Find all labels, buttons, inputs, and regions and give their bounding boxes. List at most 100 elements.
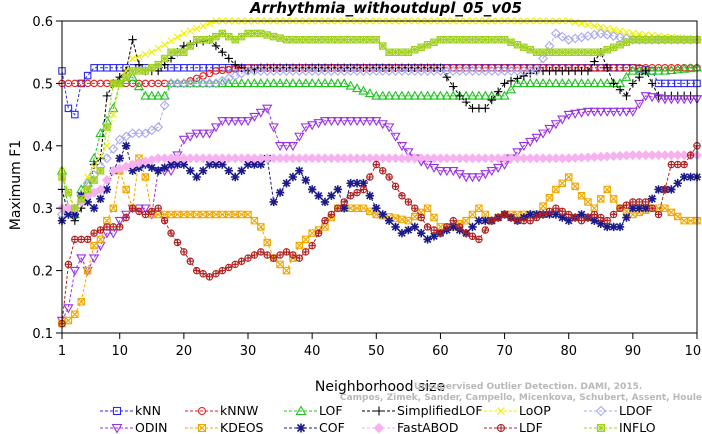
data-point	[366, 35, 374, 44]
data-point	[128, 67, 137, 75]
data-point	[499, 153, 510, 164]
data-point	[661, 35, 669, 44]
data-point	[462, 216, 470, 225]
data-point	[475, 204, 483, 212]
data-point	[499, 90, 510, 100]
data-point	[602, 107, 613, 117]
data-point	[674, 212, 682, 221]
data-point	[493, 163, 504, 173]
data-point	[493, 87, 503, 96]
data-point	[544, 153, 555, 164]
data-point	[167, 229, 175, 237]
data-point	[417, 213, 425, 222]
data-point	[449, 217, 458, 225]
data-point	[185, 153, 196, 164]
x-tick-label: 40	[304, 344, 321, 359]
data-point	[301, 35, 310, 44]
data-point	[403, 153, 414, 164]
data-point	[584, 48, 592, 56]
data-point	[487, 35, 496, 44]
data-point	[101, 175, 112, 186]
data-point	[211, 41, 221, 51]
legend-item-ldf: LDF	[484, 420, 543, 434]
data-point	[179, 160, 189, 169]
data-point	[474, 216, 484, 225]
chart-title: Arrhythmia_withoutdupl_05_v05	[249, 0, 522, 17]
data-point	[390, 65, 401, 76]
data-point	[385, 48, 393, 56]
data-point	[506, 65, 516, 76]
data-point	[558, 207, 567, 215]
data-point	[480, 153, 491, 164]
data-point	[627, 107, 639, 117]
data-point	[397, 228, 407, 238]
data-point	[185, 132, 196, 142]
data-point	[121, 141, 131, 150]
data-point	[140, 204, 151, 214]
data-point	[339, 153, 350, 164]
data-point	[627, 150, 638, 161]
data-point	[83, 185, 92, 194]
data-point	[467, 65, 478, 76]
data-point	[537, 129, 549, 139]
data-point	[148, 48, 156, 56]
data-point	[313, 119, 324, 129]
data-point	[391, 222, 400, 232]
data-point	[294, 65, 305, 76]
data-point	[518, 142, 529, 152]
data-point	[545, 48, 554, 56]
data-point	[473, 65, 484, 76]
data-point	[576, 78, 587, 88]
data-point	[557, 115, 568, 125]
data-point	[269, 197, 278, 207]
data-point	[635, 204, 644, 213]
data-point	[115, 223, 124, 231]
data-point	[384, 216, 394, 225]
data-point	[629, 35, 637, 44]
data-point	[185, 78, 196, 89]
data-point	[609, 222, 618, 232]
data-point	[230, 153, 241, 164]
data-point	[223, 78, 234, 88]
data-point	[391, 182, 400, 191]
data-point	[96, 194, 105, 204]
data-point	[679, 95, 690, 105]
data-point	[558, 179, 567, 187]
data-point	[242, 117, 254, 127]
data-point	[608, 107, 619, 117]
data-point	[378, 42, 387, 50]
data-point	[340, 204, 349, 213]
legend-item-simplifiedlof: SimplifiedLOF	[362, 403, 483, 418]
data-point	[263, 251, 272, 259]
data-point	[204, 153, 215, 164]
data-point	[455, 35, 464, 44]
data-point	[154, 44, 162, 53]
data-point	[674, 160, 682, 169]
data-point	[90, 229, 98, 237]
data-point	[396, 153, 407, 164]
data-point	[622, 213, 631, 222]
data-point	[648, 35, 656, 44]
data-point	[563, 110, 574, 120]
data-point	[327, 191, 336, 200]
data-point	[475, 235, 483, 244]
data-point	[371, 65, 382, 76]
data-point	[230, 117, 241, 127]
data-point	[410, 222, 419, 232]
data-point	[448, 153, 459, 164]
data-point	[167, 37, 175, 45]
data-point	[667, 35, 676, 44]
data-point	[128, 204, 137, 212]
data-point	[391, 48, 400, 56]
data-point	[384, 153, 395, 164]
data-point	[287, 153, 298, 164]
data-point	[571, 48, 579, 56]
series-ldf	[58, 142, 701, 328]
data-point	[223, 117, 234, 127]
data-point	[224, 54, 233, 63]
x-tick-label: 20	[176, 344, 193, 359]
data-point	[473, 153, 484, 164]
data-point	[282, 35, 291, 44]
data-point	[268, 153, 279, 164]
series-line	[61, 158, 697, 325]
